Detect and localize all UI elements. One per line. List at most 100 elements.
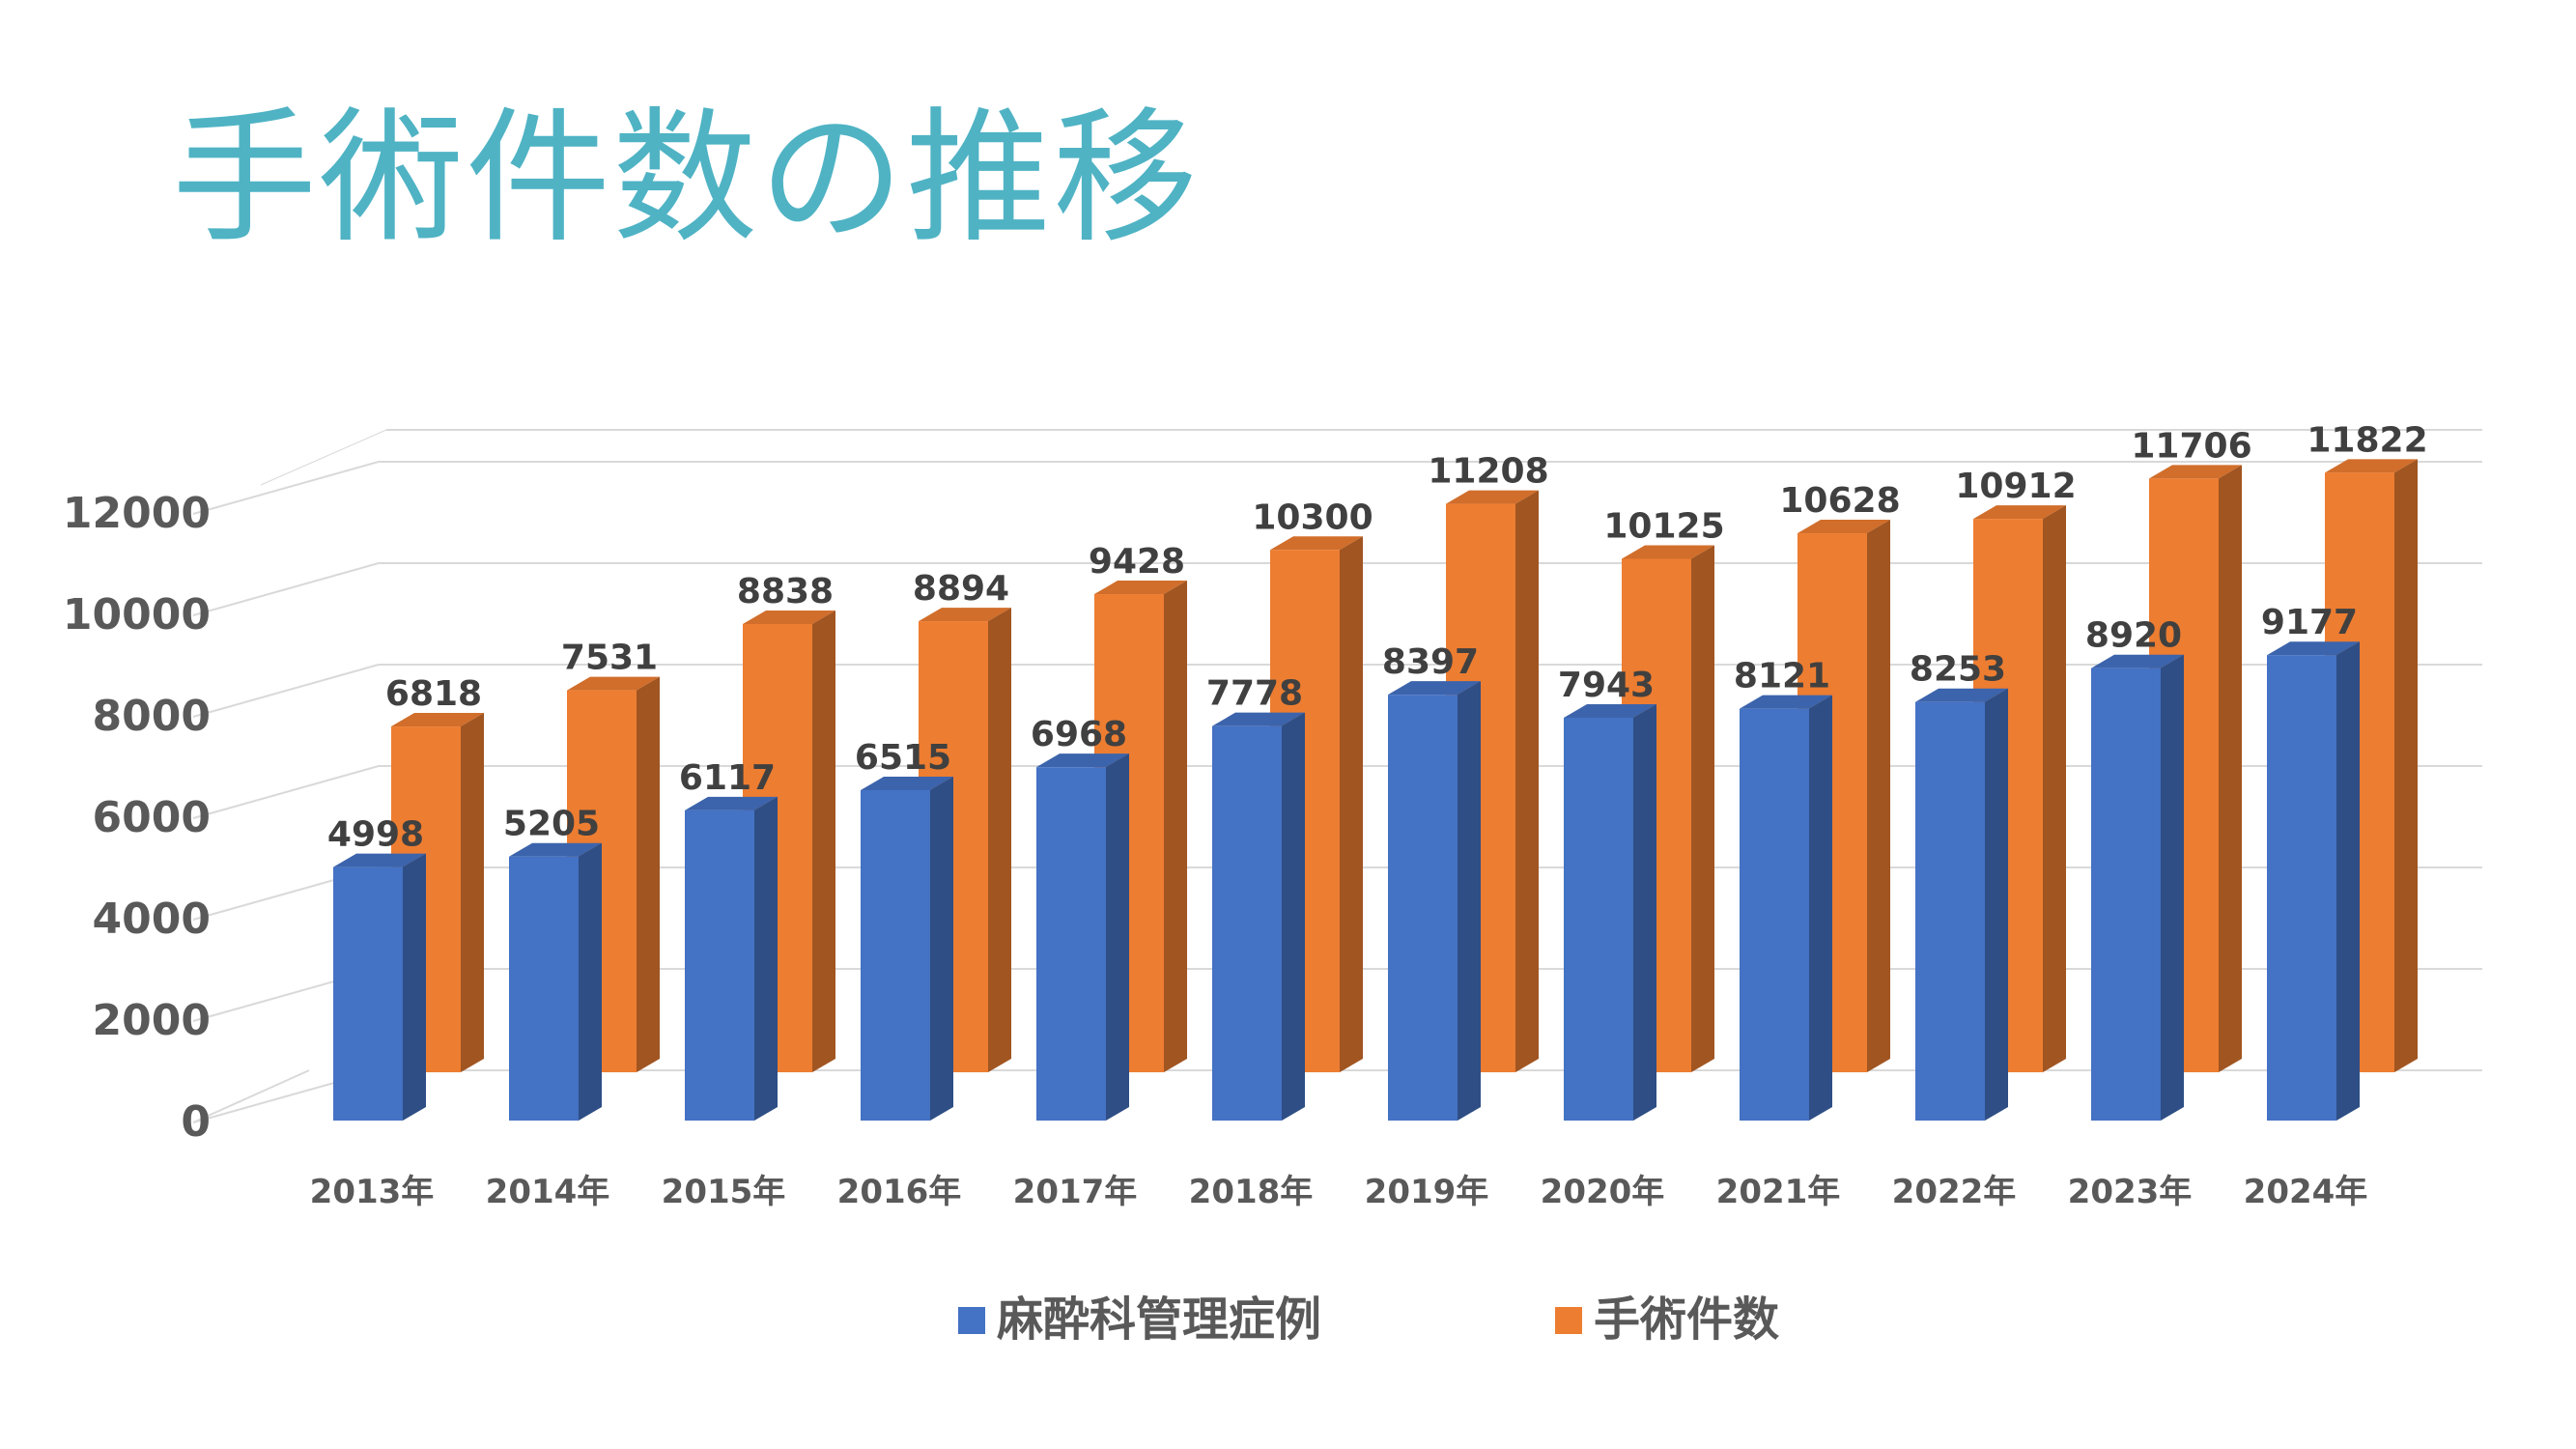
bar-side-face	[1282, 712, 1305, 1121]
bar-top-face	[1094, 581, 1187, 595]
x-tick-label: 2023年	[2068, 1173, 2193, 1211]
bar-top-face	[1915, 688, 2008, 702]
bar-top-face	[1446, 490, 1539, 504]
data-label: 9177	[2261, 603, 2358, 642]
y-tick-label: 0	[181, 1097, 211, 1147]
y-tick-label: 8000	[93, 692, 211, 741]
legend-swatch	[958, 1307, 985, 1334]
bar-top-face	[567, 676, 660, 691]
bar-top-face	[509, 842, 602, 857]
bar-side-face	[1691, 545, 1714, 1072]
data-label: 6818	[385, 674, 482, 714]
data-label: 10628	[1779, 481, 1900, 521]
bar-side-face	[2336, 641, 2360, 1121]
data-label: 7778	[1206, 674, 1303, 714]
bar-front-face	[2267, 655, 2336, 1121]
bar-top-face	[685, 796, 778, 810]
bar-top-face	[861, 776, 953, 790]
gridline-diagonal	[192, 562, 380, 616]
bar-anesthesia-3	[861, 776, 953, 1121]
bar-side-face	[1809, 695, 1832, 1121]
bar-anesthesia-0	[333, 853, 426, 1121]
data-label: 8894	[913, 569, 1009, 609]
bar-top-face	[1798, 520, 1890, 534]
bar-side-face	[2219, 465, 2242, 1072]
legend-label: 手術件数	[1594, 1293, 1779, 1347]
bar-top-face	[1622, 545, 1714, 559]
data-label: 11822	[2307, 420, 2427, 460]
x-tick-label: 2021年	[1716, 1173, 1841, 1211]
data-label: 7531	[561, 639, 658, 678]
bar-side-face	[1985, 688, 2008, 1121]
data-label: 11208	[1428, 452, 1548, 492]
x-tick-label: 2024年	[2244, 1173, 2368, 1211]
bar-anesthesia-2	[685, 796, 778, 1121]
data-label: 6968	[1031, 715, 1127, 754]
bar-top-face	[1564, 703, 1656, 718]
data-label: 9428	[1089, 542, 1185, 582]
data-label: 4998	[327, 815, 424, 855]
data-label: 6117	[679, 758, 776, 798]
y-axis: 0 2000 4000 6000 8000 10000 12000	[63, 489, 211, 1147]
bar-side-face	[1106, 753, 1129, 1121]
bar-top-face	[2149, 465, 2242, 479]
bar-anesthesia-11	[2267, 641, 2360, 1121]
data-label: 8253	[1910, 650, 2006, 690]
data-label: 7943	[1558, 666, 1655, 705]
legend: 麻酔科管理症例 手術件数	[958, 1293, 1779, 1347]
bar-top-face	[1388, 681, 1481, 696]
bar-side-face	[1515, 490, 1539, 1073]
bar-side-face	[637, 676, 660, 1072]
bar-top-face	[1212, 712, 1305, 726]
bar-front-face	[1036, 767, 1106, 1121]
bar-front-face	[1212, 725, 1282, 1121]
bar-anesthesia-7	[1564, 703, 1656, 1121]
gridline-diagonal	[260, 429, 387, 486]
data-label: 10125	[1603, 506, 1724, 546]
bar-top-face	[1270, 536, 1363, 551]
bar-anesthesia-10	[2091, 654, 2184, 1121]
bar-anesthesia-6	[1388, 681, 1481, 1121]
bar-side-face	[1340, 536, 1363, 1072]
data-label: 8121	[1734, 657, 1830, 696]
bar-front-face	[1915, 701, 1985, 1121]
legend-swatch	[1555, 1307, 1582, 1334]
bar-top-face	[2267, 641, 2360, 656]
bar-top-face	[391, 713, 484, 727]
bar-top-face	[2325, 459, 2418, 473]
bar-side-face	[1458, 681, 1481, 1121]
x-tick-label: 2019年	[1365, 1173, 1489, 1211]
bar-front-face	[861, 789, 930, 1121]
bar-front-face	[1388, 695, 1458, 1121]
bar-side-face	[579, 842, 602, 1121]
y-tick-label: 2000	[93, 996, 211, 1045]
data-label: 11706	[2131, 426, 2251, 466]
bar-side-face	[2161, 654, 2184, 1121]
bar-front-face	[685, 810, 754, 1121]
bar-anesthesia-4	[1036, 753, 1129, 1121]
axis-floor	[192, 1069, 310, 1123]
gridline-diagonal	[192, 765, 380, 819]
x-tick-label: 2016年	[837, 1173, 962, 1211]
bars: 6818 4998 7531 5205 8838 6117 8894 6515 9428 6968…	[327, 420, 2428, 1121]
data-label: 10912	[1955, 467, 2076, 506]
data-label: 6515	[855, 738, 951, 778]
data-label: 8397	[1382, 642, 1479, 682]
legend-label: 麻酔科管理症例	[997, 1293, 1321, 1347]
bar-anesthesia-5	[1212, 712, 1305, 1121]
bar-side-face	[2394, 459, 2418, 1073]
data-label: 5205	[503, 805, 600, 844]
y-tick-label: 12000	[63, 489, 211, 538]
bar-top-face	[1740, 695, 1832, 709]
bar-side-face	[812, 611, 835, 1072]
bar-side-face	[403, 853, 426, 1121]
data-label: 8920	[2085, 616, 2182, 656]
page-title: 手術件数の推移	[172, 95, 1201, 263]
bar-side-face	[2043, 505, 2066, 1072]
x-tick-label: 2013年	[310, 1173, 435, 1211]
x-tick-label: 2015年	[662, 1173, 786, 1211]
gridline-diagonal	[192, 461, 380, 515]
bar-top-face	[1973, 505, 2066, 520]
bar-top-face	[743, 611, 835, 625]
bar-side-face	[988, 608, 1011, 1072]
